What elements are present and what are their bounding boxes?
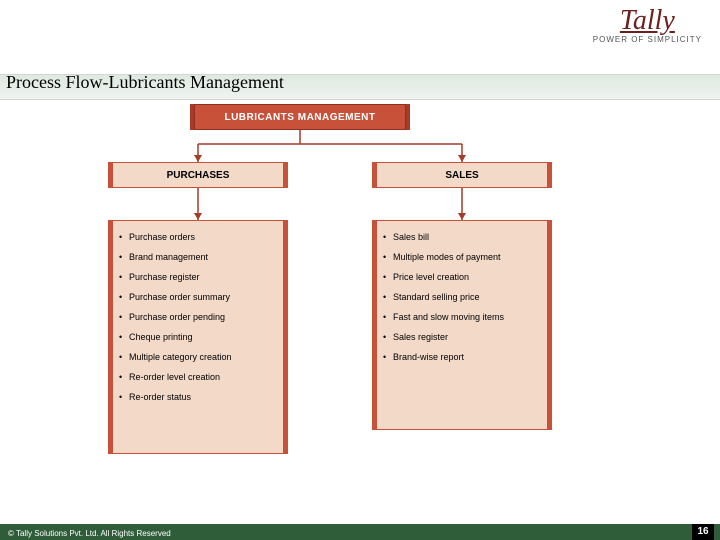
page-number: 16 — [692, 524, 714, 540]
list-item: Re-order level creation — [119, 367, 281, 387]
footer-bar: © Tally Solutions Pvt. Ltd. All Rights R… — [0, 524, 720, 540]
list-item: Multiple category creation — [119, 347, 281, 367]
root-box: LUBRICANTS MANAGEMENT — [190, 104, 410, 130]
list-item: Sales bill — [383, 227, 545, 247]
brand-tagline: POWER OF SIMPLICITY — [593, 35, 702, 44]
list-item: Brand management — [119, 247, 281, 267]
list-item: Purchase order summary — [119, 287, 281, 307]
footer-copyright: © Tally Solutions Pvt. Ltd. All Rights R… — [8, 529, 171, 538]
list-item: Purchase register — [119, 267, 281, 287]
list-box-sales: Sales billMultiple modes of paymentPrice… — [372, 220, 552, 430]
list-item: Multiple modes of payment — [383, 247, 545, 267]
list-item: Purchase order pending — [119, 307, 281, 327]
list-item: Price level creation — [383, 267, 545, 287]
branch-label: PURCHASES — [112, 162, 284, 188]
list-item: Cheque printing — [119, 327, 281, 347]
page-title: Process Flow-Lubricants Management — [6, 72, 284, 93]
list-item: Re-order status — [119, 387, 281, 407]
brand-logo: Tally POWER OF SIMPLICITY — [593, 8, 702, 44]
list-purchases: Purchase ordersBrand managementPurchase … — [119, 227, 281, 407]
slide: Tally POWER OF SIMPLICITY Process Flow-L… — [0, 0, 720, 540]
branch-box: PURCHASES — [108, 162, 288, 188]
branch-box: SALES — [372, 162, 552, 188]
list-sales: Sales billMultiple modes of paymentPrice… — [383, 227, 545, 367]
list-item: Purchase orders — [119, 227, 281, 247]
list-item: Fast and slow moving items — [383, 307, 545, 327]
list-item: Standard selling price — [383, 287, 545, 307]
brand-logo-text: Tally — [593, 8, 702, 33]
list-box-purchases: Purchase ordersBrand managementPurchase … — [108, 220, 288, 454]
diagram-canvas: LUBRICANTS MANAGEMENT PURCHASES SALES Purch… — [0, 104, 720, 494]
branch-label: SALES — [376, 162, 548, 188]
list-item: Sales register — [383, 327, 545, 347]
root-label: LUBRICANTS MANAGEMENT — [194, 104, 406, 130]
list-item: Brand-wise report — [383, 347, 545, 367]
